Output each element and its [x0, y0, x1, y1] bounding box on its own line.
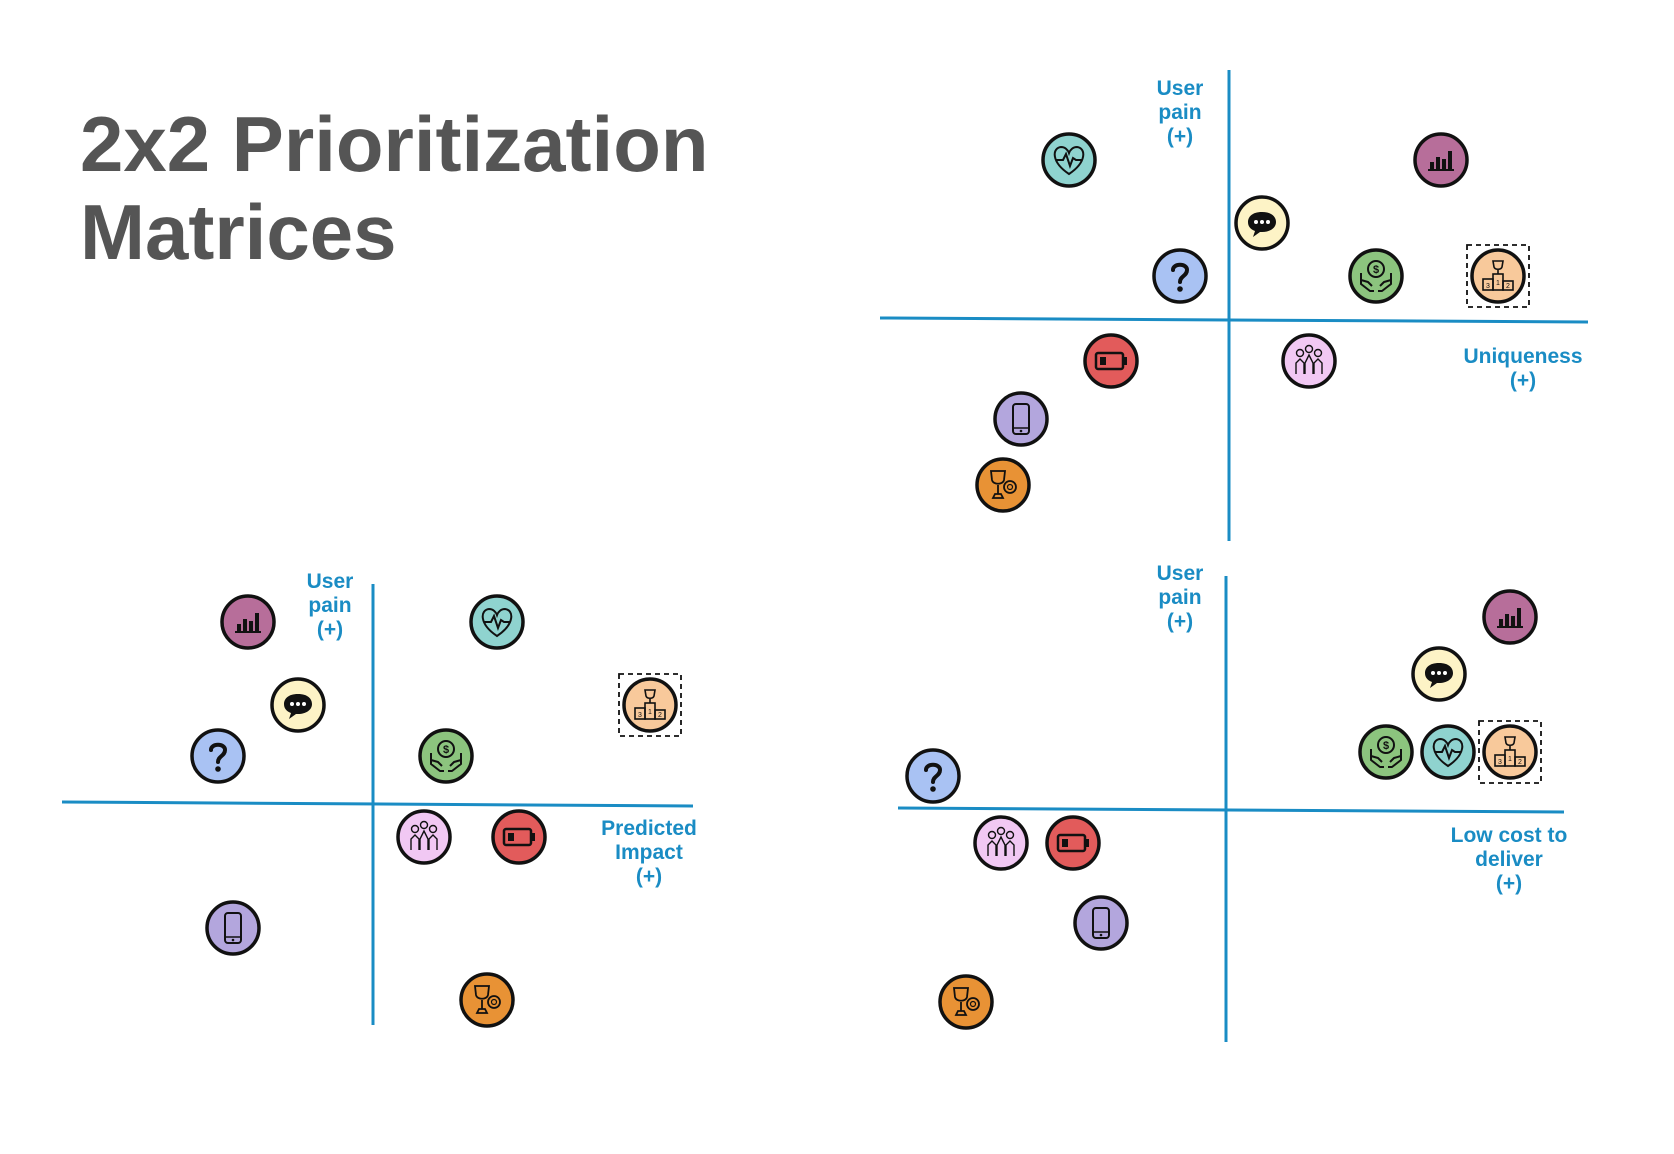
x-axis-label: Predicted Impact (+): [601, 817, 697, 888]
svg-text:1: 1: [1508, 756, 1512, 763]
title-line-1: 2x2 Prioritization: [80, 100, 709, 188]
y-axis-label: User pain (+): [307, 570, 354, 641]
svg-text:$: $: [1373, 264, 1379, 276]
money-in-hands-icon: $: [1358, 724, 1414, 780]
x-axis-label: Uniqueness (+): [1463, 345, 1582, 392]
question-mark-icon: [1152, 248, 1208, 304]
page-title: 2x2 Prioritization Matrices: [80, 100, 709, 276]
svg-text:3: 3: [1498, 759, 1502, 766]
svg-text:1: 1: [648, 709, 652, 716]
question-mark-icon: [905, 748, 961, 804]
highlight-dashed-box: [1466, 244, 1530, 308]
low-battery-icon: [491, 809, 547, 865]
svg-text:2: 2: [1518, 759, 1522, 766]
voting-hands-icon: [1281, 333, 1337, 389]
svg-text:3: 3: [638, 712, 642, 719]
speech-bubble-icon: [1411, 646, 1467, 702]
title-line-2: Matrices: [80, 188, 397, 276]
low-battery-icon: [1083, 333, 1139, 389]
voting-hands-icon: [396, 809, 452, 865]
money-in-hands-icon: $: [1348, 248, 1404, 304]
low-battery-icon: [1045, 815, 1101, 871]
horizontal-axis: [897, 806, 1565, 814]
highlight-dashed-box: [1478, 720, 1542, 784]
y-axis-label: User pain (+): [1157, 77, 1204, 148]
svg-text:$: $: [443, 744, 449, 756]
smartphone-icon: [993, 391, 1049, 447]
horizontal-axis: [879, 316, 1589, 324]
heart-pulse-icon: [469, 594, 525, 650]
trophy-coin-icon: [975, 457, 1031, 513]
heart-pulse-icon: [1420, 724, 1476, 780]
question-mark-icon: [190, 728, 246, 784]
trophy-coin-icon: [459, 972, 515, 1028]
smartphone-icon: [1073, 895, 1129, 951]
matrix-predicted-impact: [61, 584, 694, 1025]
smartphone-icon: [205, 900, 261, 956]
horizontal-axis: [61, 800, 694, 808]
svg-text:2: 2: [1506, 283, 1510, 290]
svg-text:2: 2: [658, 712, 662, 719]
matrix-low-cost: [897, 576, 1565, 1042]
voting-hands-icon: [973, 815, 1029, 871]
y-axis-label: User pain (+): [1157, 562, 1204, 633]
speech-bubble-icon: [1234, 195, 1290, 251]
bar-chart-icon: [1482, 589, 1538, 645]
bar-chart-icon: [220, 594, 276, 650]
highlight-dashed-box: [618, 673, 682, 737]
heart-pulse-icon: [1041, 132, 1097, 188]
x-axis-label: Low cost to deliver (+): [1451, 824, 1568, 895]
svg-text:3: 3: [1486, 283, 1490, 290]
svg-text:$: $: [1383, 740, 1389, 752]
money-in-hands-icon: $: [418, 728, 474, 784]
trophy-coin-icon: [938, 974, 994, 1030]
speech-bubble-icon: [270, 677, 326, 733]
bar-chart-icon: [1413, 132, 1469, 188]
matrix-uniqueness: [879, 70, 1589, 541]
svg-text:1: 1: [1496, 280, 1500, 287]
